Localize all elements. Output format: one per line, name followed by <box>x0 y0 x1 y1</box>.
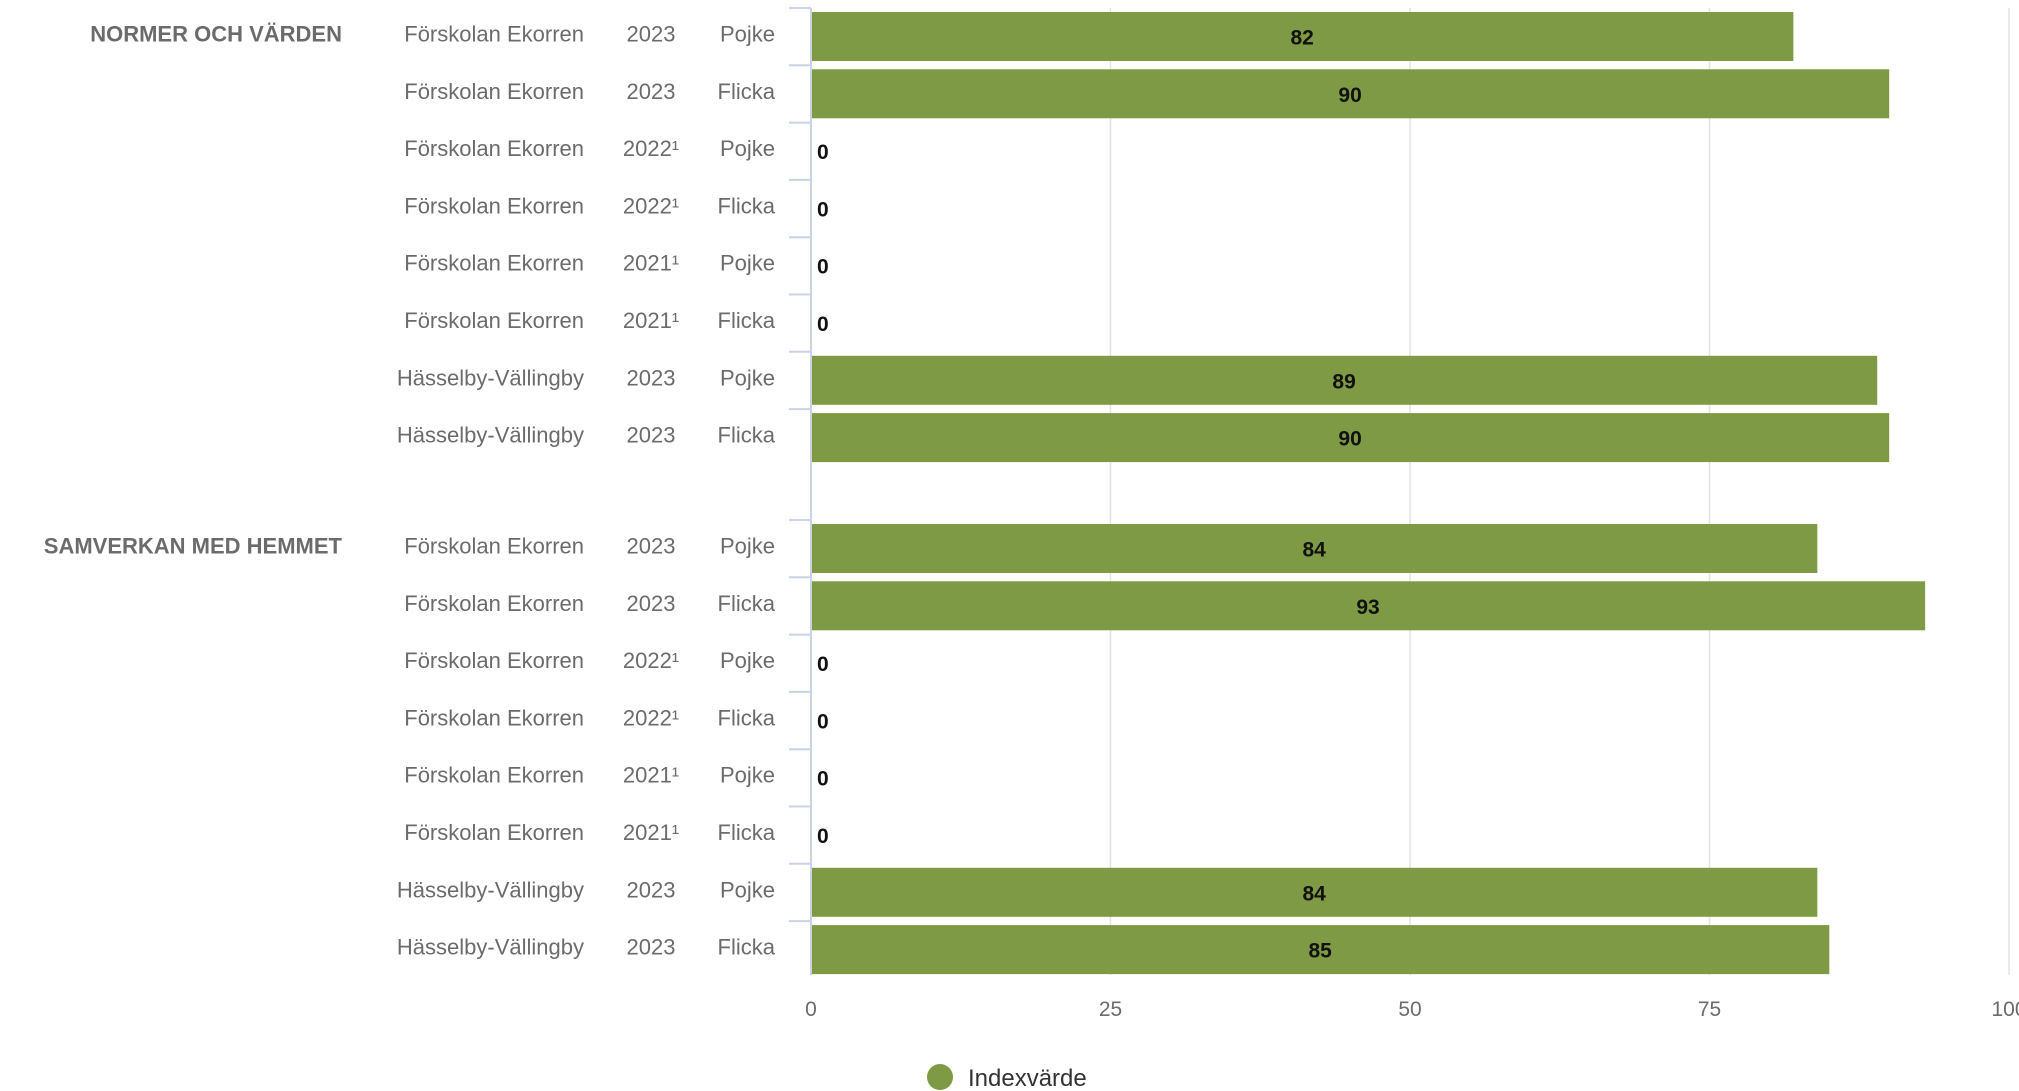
gender-label: Flicka <box>718 820 776 845</box>
legend-marker <box>927 1064 953 1090</box>
year-label: 2021¹ <box>623 251 679 276</box>
bar <box>812 413 1890 463</box>
data-label: 82 <box>1291 27 1314 50</box>
x-axis-ticks: 0 25 50 75 100 <box>805 998 2019 1021</box>
gender-label: Flicka <box>718 935 776 960</box>
unit-label: Hässelby-Vällingby <box>397 423 584 448</box>
gender-label: Pojke <box>720 22 775 47</box>
gender-label: Flicka <box>718 193 776 218</box>
year-label: 2022¹ <box>623 648 679 673</box>
unit-label: Förskolan Ekorren <box>404 705 584 730</box>
x-tick-label: 25 <box>1099 998 1122 1021</box>
bar <box>812 867 1818 917</box>
bar <box>812 524 1818 573</box>
year-label: 2021¹ <box>623 308 679 333</box>
unit-label: Förskolan Ekorren <box>404 22 584 47</box>
bar <box>812 925 1830 975</box>
data-label: 0 <box>817 653 829 676</box>
year-label: 2021¹ <box>623 820 679 845</box>
data-label: 0 <box>817 710 829 733</box>
data-label: 0 <box>817 141 829 164</box>
x-tick-label: 50 <box>1398 998 1421 1021</box>
bars <box>812 12 1926 975</box>
year-label: 2022¹ <box>623 705 679 730</box>
unit-label: Hässelby-Vällingby <box>397 877 584 902</box>
category-labels: Förskolan Ekorren 2023 Pojke Förskolan Ekor… <box>44 22 776 960</box>
gender-label: Pojke <box>720 136 775 161</box>
data-label: 0 <box>817 825 829 848</box>
year-label: 2021¹ <box>623 763 679 788</box>
data-label: 89 <box>1332 370 1355 393</box>
data-label: 84 <box>1302 539 1326 562</box>
x-tick-label: 75 <box>1698 998 1721 1021</box>
bar <box>812 12 1794 61</box>
group-label: NORMER OCH VÄRDEN <box>90 22 342 47</box>
unit-label: Förskolan Ekorren <box>404 648 584 673</box>
bar <box>812 355 1878 405</box>
year-label: 2022¹ <box>623 136 679 161</box>
category-axis <box>789 7 812 975</box>
x-tick-label: 0 <box>805 998 817 1021</box>
year-label: 2023 <box>627 79 676 104</box>
year-label: 2023 <box>627 935 676 960</box>
unit-label: Förskolan Ekorren <box>404 136 584 161</box>
gender-label: Pojke <box>720 251 775 276</box>
gender-label: Flicka <box>718 591 776 616</box>
unit-label: Förskolan Ekorren <box>404 251 584 276</box>
data-label: 90 <box>1338 84 1361 107</box>
year-label: 2022¹ <box>623 193 679 218</box>
data-label: 93 <box>1356 596 1379 619</box>
unit-label: Förskolan Ekorren <box>404 308 584 333</box>
gender-label: Flicka <box>718 423 776 448</box>
year-label: 2023 <box>627 534 676 559</box>
data-labels: 82 90 0 0 0 0 89 90 84 93 0 0 0 0 84 85 <box>817 27 1380 963</box>
gender-label: Pojke <box>720 534 775 559</box>
data-label: 0 <box>817 198 829 221</box>
data-label: 0 <box>817 768 829 791</box>
gender-label: Pojke <box>720 648 775 673</box>
legend: Indexvärde <box>927 1064 1087 1091</box>
gender-label: Pojke <box>720 763 775 788</box>
data-label: 0 <box>817 313 829 336</box>
unit-label: Förskolan Ekorren <box>404 591 584 616</box>
year-label: 2023 <box>627 423 676 448</box>
year-label: 2023 <box>627 365 676 390</box>
bar <box>812 581 1926 631</box>
unit-label: Förskolan Ekorren <box>404 820 584 845</box>
gender-label: Pojke <box>720 877 775 902</box>
legend-label: Indexvärde <box>968 1065 1087 1091</box>
year-label: 2023 <box>627 22 676 47</box>
unit-label: Förskolan Ekorren <box>404 79 584 104</box>
gender-label: Flicka <box>718 308 776 333</box>
gender-label: Flicka <box>718 79 776 104</box>
unit-label: Förskolan Ekorren <box>404 534 584 559</box>
group-label: SAMVERKAN MED HEMMET <box>44 534 343 559</box>
unit-label: Förskolan Ekorren <box>404 193 584 218</box>
grid-lines <box>1109 8 2010 975</box>
data-label: 0 <box>817 256 829 279</box>
gender-label: Flicka <box>718 705 776 730</box>
x-tick-label: 100 <box>1991 998 2019 1021</box>
unit-label: Förskolan Ekorren <box>404 763 584 788</box>
bar <box>812 69 1890 119</box>
year-label: 2023 <box>627 877 676 902</box>
data-label: 85 <box>1308 940 1332 963</box>
unit-label: Hässelby-Vällingby <box>397 935 584 960</box>
gender-label: Pojke <box>720 365 775 390</box>
year-label: 2023 <box>627 591 676 616</box>
data-label: 84 <box>1302 882 1326 905</box>
unit-label: Hässelby-Vällingby <box>397 365 584 390</box>
data-label: 90 <box>1338 428 1361 451</box>
